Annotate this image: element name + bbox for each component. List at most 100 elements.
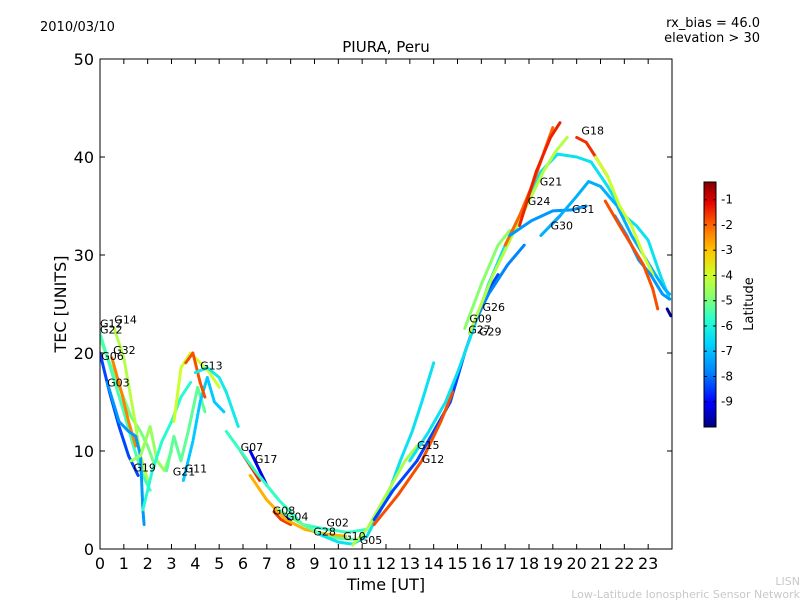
sat-label-23: G29 bbox=[479, 325, 502, 338]
x-tick-label: 19 bbox=[543, 554, 563, 573]
sat-label-7: G21 bbox=[173, 466, 196, 479]
x-axis: 0 1 2 3 4 5 6 7 8 9 10 11 12 13 14 15 16 17 18 19 20 21 22 23 bbox=[95, 59, 658, 573]
sat-label-8: G11 bbox=[185, 463, 208, 476]
sat-label-12: G08 bbox=[273, 505, 296, 518]
date-label: 2010/03/10 bbox=[40, 20, 115, 35]
x-tick-label: 6 bbox=[238, 554, 248, 573]
chart-title: PIURA, Peru bbox=[342, 38, 429, 56]
series-g16 bbox=[193, 366, 240, 428]
x-tick-label: 15 bbox=[447, 554, 467, 573]
sat-label-4: G06 bbox=[101, 350, 124, 363]
x-tick-label: 12 bbox=[376, 554, 396, 573]
x-tick-label: 9 bbox=[309, 554, 319, 573]
x-tick-label: 18 bbox=[519, 554, 539, 573]
series-layer bbox=[100, 121, 672, 547]
series-g23 bbox=[518, 121, 562, 228]
colorbar-tick-label: -9 bbox=[721, 395, 733, 409]
series-g19 bbox=[129, 425, 173, 473]
colorbar-tick-label: -5 bbox=[721, 294, 733, 308]
y-tick-label: 0 bbox=[84, 540, 94, 559]
series-g01 bbox=[665, 307, 672, 318]
x-tick-label: 3 bbox=[166, 554, 176, 573]
sat-label-20: G26 bbox=[483, 301, 506, 314]
series-g31 bbox=[508, 204, 588, 237]
series-g20 bbox=[539, 180, 672, 296]
x-tick-label: 2 bbox=[143, 554, 153, 573]
x-tick-label: 5 bbox=[214, 554, 224, 573]
x-tick-label: 16 bbox=[471, 554, 491, 573]
x-tick-label: 1 bbox=[119, 554, 129, 573]
series-g28 bbox=[248, 474, 347, 538]
sat-label-1: G22 bbox=[100, 323, 123, 336]
y-tick-label: 30 bbox=[74, 246, 94, 265]
colorbar-tick-label: -7 bbox=[721, 344, 733, 358]
sat-label-11: G17 bbox=[255, 453, 278, 466]
series-g21 bbox=[165, 385, 207, 473]
sat-label-19: G12 bbox=[422, 453, 445, 466]
sat-label-14: G02 bbox=[326, 516, 349, 529]
plot-area bbox=[100, 59, 672, 549]
elevation-label: elevation > 30 bbox=[664, 31, 760, 46]
colorbar bbox=[703, 181, 717, 428]
y-tick-label: 50 bbox=[74, 50, 94, 69]
sat-label-16: G10 bbox=[343, 530, 366, 543]
series-g22 bbox=[100, 331, 152, 492]
sat-label-15: G28 bbox=[313, 525, 336, 538]
series-g15 bbox=[351, 444, 419, 547]
y-tick-label: 10 bbox=[74, 442, 94, 461]
x-tick-label: 10 bbox=[328, 554, 348, 573]
y-tick-label: 20 bbox=[74, 344, 94, 363]
x-tick-label: 14 bbox=[423, 554, 443, 573]
sat-label-0: G12 bbox=[100, 318, 123, 331]
sat-label-10: G07 bbox=[241, 441, 264, 454]
x-tick-label: 11 bbox=[352, 554, 372, 573]
series-g22b bbox=[594, 155, 655, 277]
series-g08 bbox=[272, 510, 293, 526]
sat-label-17: G05 bbox=[360, 534, 383, 547]
y-axis: 0 10 20 30 40 50 bbox=[74, 50, 672, 559]
colorbar-tick-label: -8 bbox=[721, 369, 733, 383]
colorbar-tick-label: -1 bbox=[721, 193, 733, 207]
footer-network: Low-Latitude Ionospheric Sensor Network bbox=[571, 588, 800, 600]
y-axis-label: TEC [UNITS] bbox=[51, 256, 70, 354]
rx-bias-label: rx_bias = 46.0 bbox=[666, 16, 760, 31]
series-g04 bbox=[282, 513, 293, 522]
colorbar-tick-label: -6 bbox=[721, 319, 733, 333]
y-tick-label: 40 bbox=[74, 148, 94, 167]
colorbar-ticks: -1 -2 -3 -4 -5 -6 -7 -8 -9 bbox=[704, 193, 733, 409]
sat-label-25: G24 bbox=[528, 195, 551, 208]
sat-label-2: G14 bbox=[114, 314, 137, 327]
x-tick-label: 8 bbox=[286, 554, 296, 573]
x-tick-label: 22 bbox=[614, 554, 634, 573]
x-tick-label: 13 bbox=[400, 554, 420, 573]
x-tick-label: 17 bbox=[495, 554, 515, 573]
sat-label-9: G13 bbox=[200, 360, 223, 373]
x-tick-label: 21 bbox=[590, 554, 610, 573]
sat-label-5: G03 bbox=[107, 376, 130, 389]
colorbar-label: Latitude bbox=[742, 277, 757, 331]
colorbar-tick-label: -2 bbox=[721, 218, 733, 232]
series-g29 bbox=[463, 229, 512, 330]
footer-lisn: LISN bbox=[775, 575, 800, 588]
series-g14 bbox=[112, 327, 150, 482]
colorbar-tick-label: -3 bbox=[721, 243, 733, 257]
sat-label-24: G21 bbox=[540, 175, 563, 188]
sat-label-27: G30 bbox=[550, 220, 573, 233]
x-tick-label: 23 bbox=[638, 554, 658, 573]
sat-label-6: G19 bbox=[133, 462, 156, 475]
x-tick-label: 20 bbox=[566, 554, 586, 573]
sat-label-28: G31 bbox=[572, 203, 595, 216]
series-g06 bbox=[100, 351, 140, 477]
colorbar-tick-label: -4 bbox=[721, 268, 733, 282]
x-tick-label: 7 bbox=[262, 554, 272, 573]
sat-label-21: G09 bbox=[469, 313, 492, 326]
series-g03b bbox=[603, 199, 660, 311]
x-axis-label: Time [UT] bbox=[346, 575, 425, 594]
series-g24b bbox=[467, 135, 569, 335]
series-g25 bbox=[184, 351, 207, 399]
series-g12b bbox=[372, 390, 455, 526]
x-tick-label: 0 bbox=[95, 554, 105, 573]
sat-label-3: G32 bbox=[113, 344, 136, 357]
sat-label-22: G27 bbox=[468, 323, 491, 336]
